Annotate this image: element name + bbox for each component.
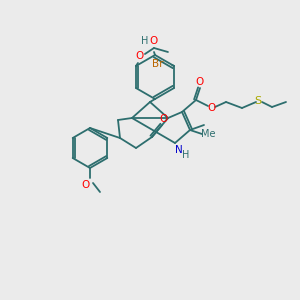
Text: O: O xyxy=(196,77,204,87)
Text: O: O xyxy=(136,51,144,61)
Text: S: S xyxy=(254,96,262,106)
Text: N: N xyxy=(175,145,183,155)
Text: H: H xyxy=(182,150,190,160)
Text: O: O xyxy=(159,114,167,124)
Text: O: O xyxy=(150,36,158,46)
Text: Br: Br xyxy=(152,59,164,69)
Text: O: O xyxy=(208,103,216,113)
Text: Me: Me xyxy=(201,129,215,139)
Text: O: O xyxy=(81,180,89,190)
Text: H: H xyxy=(141,36,149,46)
